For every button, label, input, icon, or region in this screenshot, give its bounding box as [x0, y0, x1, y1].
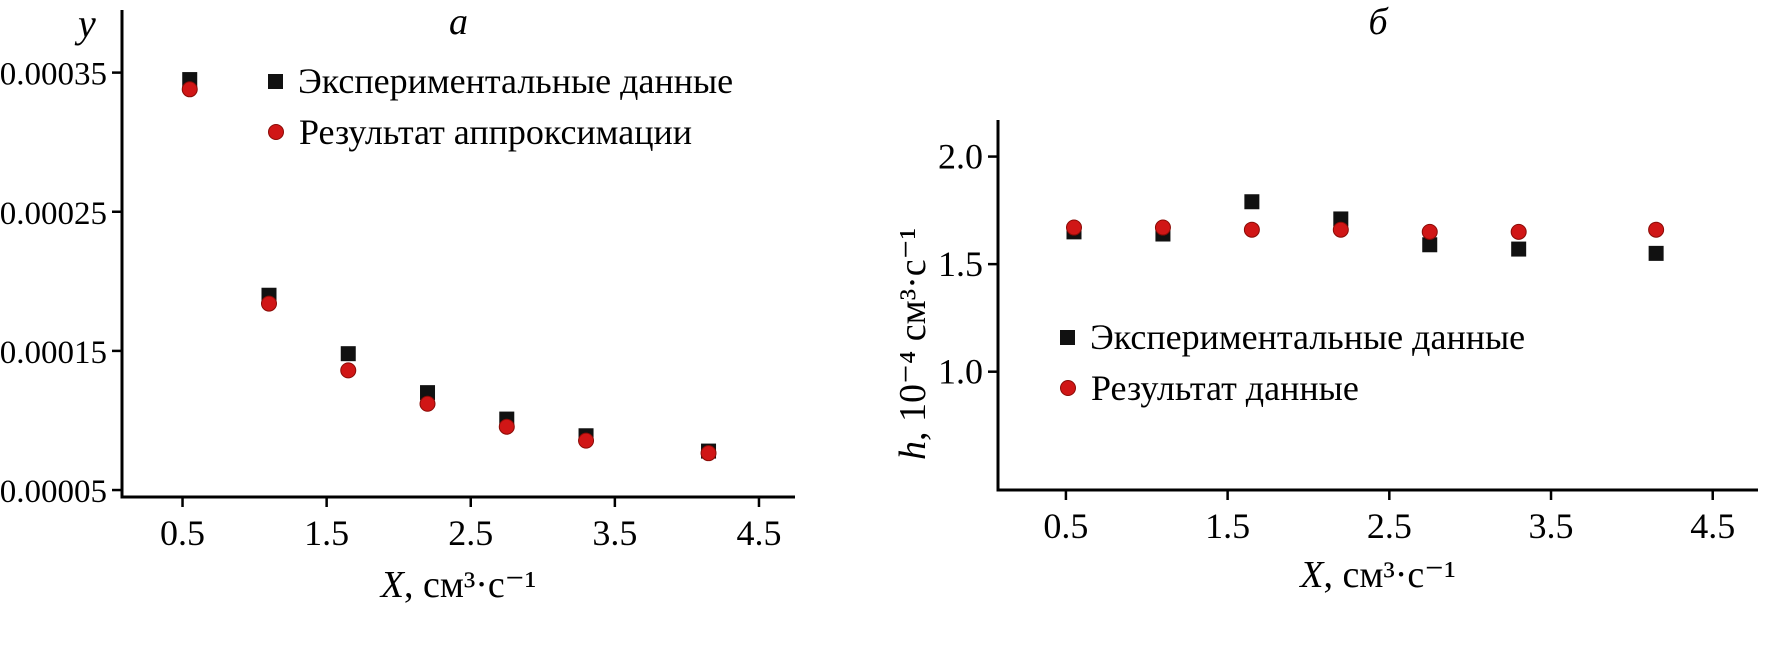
legend-label: Результат данные — [1091, 368, 1359, 408]
svg-text:1.5: 1.5 — [304, 513, 349, 553]
svg-text:2.5: 2.5 — [448, 513, 493, 553]
panel-b-x-axis-label: X, см³·с⁻¹ — [998, 552, 1758, 597]
panel-a-x-axis-label: X, см³·с⁻¹ — [122, 562, 795, 607]
panel-b-title: б — [1368, 1, 1388, 43]
svg-text:2.5: 2.5 — [1367, 506, 1412, 546]
legend-item-approximation: Результат аппроксимации — [268, 111, 733, 153]
circle-marker-icon — [1060, 380, 1076, 396]
svg-text:0.00035: 0.00035 — [0, 57, 107, 93]
svg-text:4.5: 4.5 — [736, 513, 781, 553]
x-axis-units: , см³·с⁻¹ — [403, 564, 537, 606]
svg-text:1.0: 1.0 — [938, 352, 983, 392]
panel-b-legend: Экспериментальные данные Результат данны… — [1060, 316, 1525, 409]
x-axis-variable: X — [380, 564, 404, 606]
panel-b-y-axis-label: h, 10⁻⁴ см³·с⁻¹ — [890, 228, 935, 460]
panel-a-legend: Экспериментальные данные Результат аппро… — [268, 60, 733, 153]
svg-text:4.5: 4.5 — [1690, 506, 1735, 546]
legend-item-result: Результат данные — [1060, 367, 1525, 409]
legend-item-experimental: Экспериментальные данные — [268, 60, 733, 102]
panel-a-y-axis-label: y — [78, 1, 96, 46]
panel-a: 0.5 1.5 2.5 3.5 4.5 0.00005 0.00015 0.00025 0.00… — [0, 0, 830, 654]
svg-text:0.5: 0.5 — [1043, 506, 1088, 546]
svg-text:2.0: 2.0 — [938, 137, 983, 177]
scatter-plot-a: 0.5 1.5 2.5 3.5 4.5 0.00005 0.00015 0.00025 0.00… — [0, 10, 795, 553]
x-axis-units: , см³·с⁻¹ — [1323, 554, 1456, 596]
svg-text:0.00005: 0.00005 — [0, 474, 107, 510]
scatter-plot-b: 0.5 1.5 2.5 3.5 4.5 1.0 1.5 2.0 — [938, 120, 1758, 546]
legend-item-experimental: Экспериментальные данные — [1060, 316, 1525, 358]
svg-text:3.5: 3.5 — [1529, 506, 1574, 546]
svg-text:0.00015: 0.00015 — [0, 335, 107, 371]
svg-text:0.5: 0.5 — [160, 513, 205, 553]
svg-text:1.5: 1.5 — [938, 244, 983, 284]
circle-marker-icon — [268, 124, 284, 140]
svg-text:3.5: 3.5 — [592, 513, 637, 553]
legend-label: Экспериментальные данные — [298, 61, 734, 101]
y-axis-units: , 10⁻⁴ см³·с⁻¹ — [892, 227, 934, 441]
svg-text:0.00025: 0.00025 — [0, 196, 107, 232]
legend-label: Результат аппроксимации — [299, 112, 692, 152]
square-marker-icon — [268, 73, 283, 89]
panel-a-title: а — [449, 1, 468, 43]
square-marker-icon — [1060, 329, 1075, 345]
legend-label: Экспериментальные данные — [1090, 317, 1526, 357]
panel-b: 0.5 1.5 2.5 3.5 4.5 1.0 1.5 2.0 б h, 10⁻⁴ см³·с… — [880, 0, 1772, 654]
x-axis-variable: X — [1300, 554, 1324, 596]
y-axis-variable: h — [892, 441, 934, 460]
svg-text:1.5: 1.5 — [1205, 506, 1250, 546]
